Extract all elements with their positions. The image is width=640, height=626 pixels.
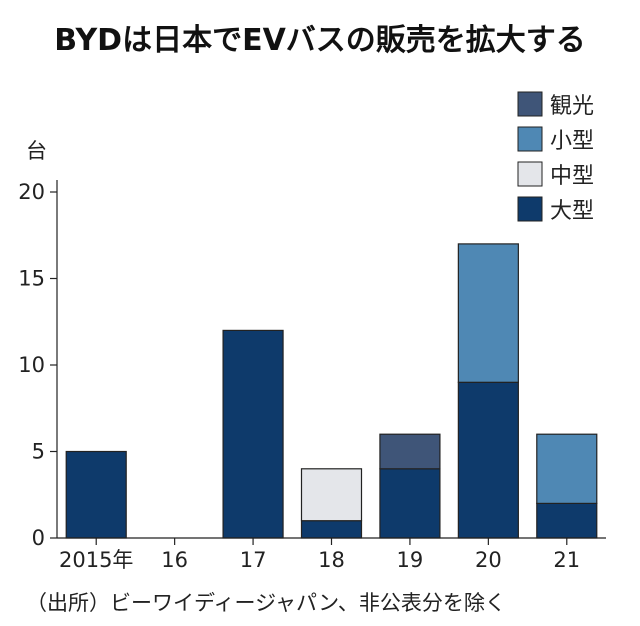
legend-swatch <box>517 196 543 222</box>
y-axis-unit: 台 <box>26 139 47 163</box>
bar-segment <box>536 502 598 539</box>
legend-label: 観光 <box>550 94 594 119</box>
bar-segment <box>300 468 363 522</box>
source-note: （出所）ビーワイディージャパン、非公表分を除く <box>26 591 506 615</box>
bar-segment <box>457 381 519 539</box>
x-axis: 2015年 16 17 18 19 20 21 <box>57 537 606 572</box>
bar-segment <box>536 433 598 505</box>
y-axis: 0 5 10 15 20 <box>18 180 58 550</box>
y-tick-label: 5 <box>32 440 45 464</box>
x-tick-label: 18 <box>318 548 345 572</box>
bar-segment <box>457 243 519 383</box>
chart-title: BYDは日本でEVバスの販売を拡大する <box>54 23 586 58</box>
legend-label: 大型 <box>550 199 594 224</box>
bars <box>65 243 598 539</box>
x-tick-label: 17 <box>240 548 267 572</box>
legend-label: 小型 <box>550 129 594 154</box>
legend-swatch <box>517 161 543 187</box>
x-tick-label: 20 <box>475 548 502 572</box>
legend-label: 中型 <box>550 164 594 189</box>
bar-segment <box>300 520 363 539</box>
bar-segment <box>65 450 127 539</box>
bar-segment <box>222 329 284 539</box>
legend-swatch <box>517 91 543 117</box>
x-tick-label: 19 <box>397 548 424 572</box>
y-tick-label: 20 <box>18 180 45 204</box>
legend-swatch <box>517 126 543 152</box>
x-tick-label: 2015年 <box>59 548 133 572</box>
bar-segment <box>379 468 441 539</box>
bar-segment <box>379 433 441 470</box>
y-tick-label: 0 <box>32 526 45 550</box>
x-tick-label: 16 <box>161 548 188 572</box>
y-tick-label: 15 <box>18 267 45 291</box>
x-tick-label: 21 <box>553 548 580 572</box>
y-tick-label: 10 <box>18 353 45 377</box>
